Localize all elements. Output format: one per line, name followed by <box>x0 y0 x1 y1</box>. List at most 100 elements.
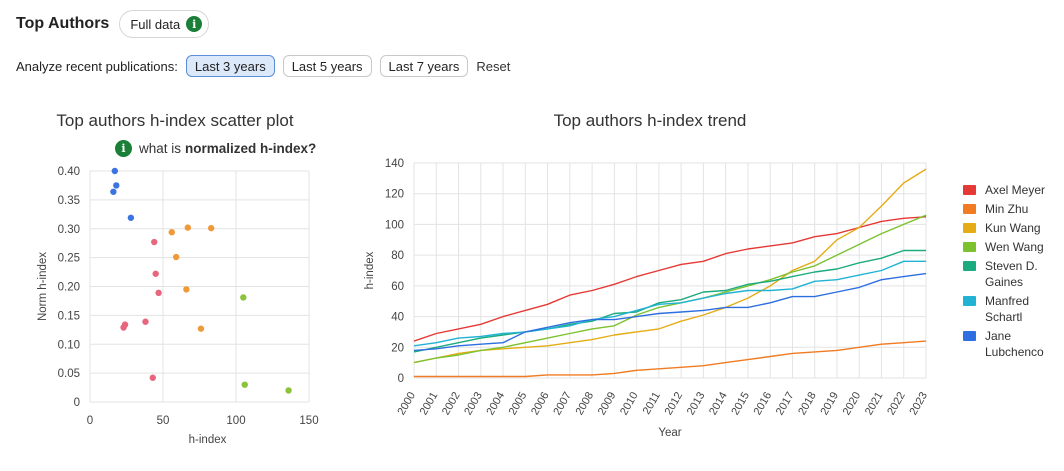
scatter-ytick-label: 0.25 <box>58 253 80 265</box>
line-ytick-label: 0 <box>398 373 404 385</box>
line-xtick-label: 2023 <box>907 390 930 417</box>
legend-swatch <box>963 223 976 233</box>
scatter-point <box>113 182 120 189</box>
legend-swatch <box>963 185 976 195</box>
line-ytick-label: 20 <box>391 342 404 354</box>
line-series-wen-wang <box>413 214 927 364</box>
scatter-point <box>168 229 175 236</box>
scatter-ytick-label: 0.20 <box>58 282 80 294</box>
info-link-prefix: what is <box>139 140 182 156</box>
line-xtick-label: 2004 <box>485 390 508 417</box>
line-series-axel-meyer <box>413 216 927 342</box>
legend-item[interactable]: Manfred Schartl <box>963 293 1064 325</box>
scatter-ytick-label: 0.15 <box>58 310 80 322</box>
legend-swatch <box>963 331 976 341</box>
scatter-point <box>111 167 119 175</box>
scatter-point <box>120 324 127 331</box>
legend-item[interactable]: Wen Wang <box>963 239 1064 255</box>
line-xtick-label: 2010 <box>618 390 641 417</box>
line-xtick-label: 2000 <box>395 390 418 417</box>
line-series-steven-d-gaines <box>413 249 926 353</box>
scatter-chart-title: Top authors h-index scatter plot <box>56 111 294 130</box>
legend-label: Wen Wang <box>985 240 1044 254</box>
legend-label: Axel Meyer <box>985 183 1046 197</box>
legend-swatch <box>963 204 976 214</box>
line-ytick-label: 60 <box>391 281 404 293</box>
legend-item[interactable]: Jane Lubchenco <box>963 328 1064 360</box>
scatter-ytick-label: 0.30 <box>58 224 80 236</box>
scatter-point <box>127 214 135 221</box>
line-xtick-label: 2018 <box>796 390 819 417</box>
line-ytick-label: 80 <box>391 250 404 262</box>
legend-label: Jane Lubchenco <box>985 329 1044 359</box>
line-series-jane-lubchenco <box>413 272 927 352</box>
scatter-point <box>241 381 248 388</box>
reset-button[interactable]: Reset <box>476 58 511 74</box>
scatter-point <box>285 387 292 394</box>
page-title: Top Authors <box>16 15 110 32</box>
scatter-point <box>149 374 156 381</box>
full-data-button[interactable]: Full data i <box>119 10 210 38</box>
line-series-manfred-schartl <box>413 260 926 347</box>
legend-item[interactable]: Axel Meyer <box>963 182 1064 198</box>
scatter-ytick-label: 0.10 <box>58 339 80 351</box>
filter-last-7-years-button[interactable]: Last 7 years <box>379 55 469 77</box>
line-xtick-label: 2016 <box>752 390 775 417</box>
line-xtick-label: 2007 <box>551 390 574 417</box>
line-series-min-zhu <box>414 340 927 378</box>
line-xtick-label: 2013 <box>685 390 708 417</box>
filter-last-5-years-button[interactable]: Last 5 years <box>282 55 372 77</box>
publication-filter-bar: Analyze recent publications: Last 3 year… <box>16 54 510 78</box>
page-header: Top Authors Full data i <box>16 10 210 38</box>
line-xtick-label: 2009 <box>596 390 619 417</box>
line-xtick-label: 2020 <box>841 390 864 417</box>
scatter-point <box>142 318 149 325</box>
filter-label: Analyze recent publications: <box>16 58 178 74</box>
normalized-h-index-info-link[interactable]: i what is normalized h-index? <box>115 139 316 157</box>
legend-label: Min Zhu <box>985 202 1029 216</box>
legend-item[interactable]: Min Zhu <box>963 201 1064 217</box>
scatter-x-axis-label: h-index <box>189 434 227 446</box>
scatter-point <box>240 294 247 301</box>
scatter-ytick-label: 0.35 <box>58 195 80 207</box>
scatter-point <box>110 188 117 195</box>
line-ytick-label: 140 <box>385 158 404 170</box>
scatter-point <box>152 270 159 277</box>
line-ytick-label: 40 <box>391 312 404 324</box>
scatter-ytick-label: 0.05 <box>58 368 80 380</box>
line-xtick-label: 2006 <box>529 390 552 417</box>
line-xtick-label: 2022 <box>885 390 908 417</box>
line-series-kun-wang <box>413 168 927 364</box>
legend-swatch <box>963 261 976 271</box>
legend-label: Steven D. Gaines <box>985 259 1038 289</box>
line-y-axis-label: h-index <box>364 251 376 289</box>
legend-label: Kun Wang <box>985 221 1041 235</box>
legend-item[interactable]: Steven D. Gaines <box>963 258 1064 290</box>
line-xtick-label: 2005 <box>507 390 530 417</box>
scatter-chart: 0 0.05 0.10 0.15 0.20 0.25 0.30 0.35 0.40 0 50 100 1… <box>37 166 319 446</box>
line-xtick-label: 2017 <box>774 390 797 417</box>
scatter-y-axis-label: Norm h-index <box>37 252 49 321</box>
scatter-point <box>207 224 215 232</box>
line-xtick-label: 2002 <box>440 390 463 417</box>
filter-last-3-years-button[interactable]: Last 3 years <box>185 55 275 77</box>
info-link-bold-text: normalized h-index? <box>185 140 317 156</box>
scatter-xtick-label: 100 <box>226 415 245 427</box>
line-ytick-label: 120 <box>385 189 404 201</box>
line-chart-title: Top authors h-index trend <box>553 111 747 130</box>
scatter-point <box>197 325 205 332</box>
legend-swatch <box>963 296 976 306</box>
line-xtick-label: 2019 <box>818 390 841 417</box>
line-xtick-label: 2012 <box>663 390 686 417</box>
scatter-xtick-label: 150 <box>299 415 318 427</box>
line-xtick-label: 2014 <box>707 390 730 417</box>
legend-item[interactable]: Kun Wang <box>963 220 1064 236</box>
scatter-ytick-label: 0.40 <box>58 166 80 178</box>
info-icon: i <box>115 139 132 157</box>
line-xtick-label: 2021 <box>863 390 886 417</box>
scatter-point <box>172 253 180 261</box>
line-ytick-label: 100 <box>385 219 404 231</box>
scatter-xtick-label: 50 <box>157 415 170 427</box>
line-xtick-label: 2001 <box>418 390 441 417</box>
